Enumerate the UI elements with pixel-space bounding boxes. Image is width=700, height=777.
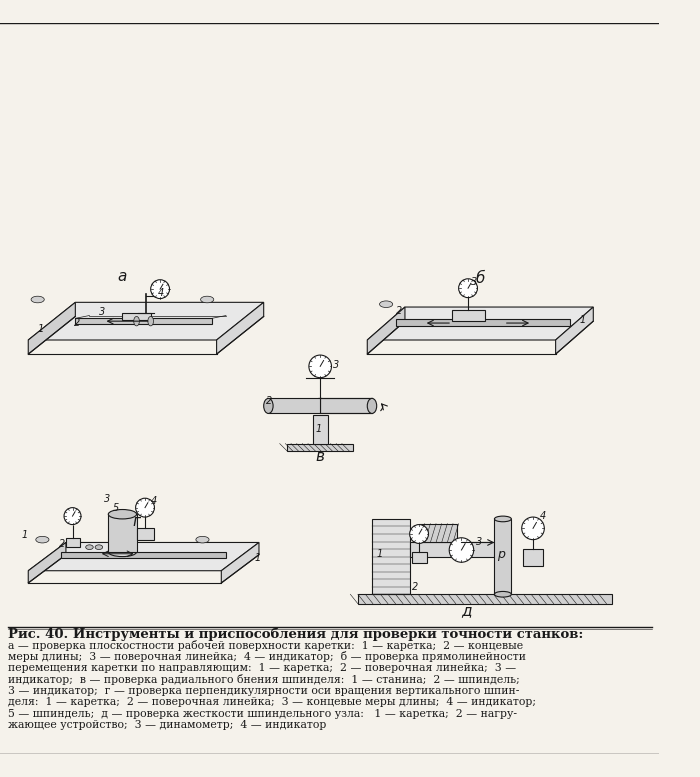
Text: 3 — индикатор;  г — проверка перпендикулярности оси вращения вертикального шпин-: 3 — индикатор; г — проверка перпендикуля… — [8, 686, 519, 696]
Text: 1: 1 — [22, 530, 28, 540]
Ellipse shape — [494, 591, 512, 597]
Ellipse shape — [108, 510, 136, 519]
Ellipse shape — [311, 399, 330, 413]
Text: 3: 3 — [471, 277, 477, 287]
Circle shape — [449, 538, 474, 563]
Ellipse shape — [31, 296, 44, 303]
Text: 3: 3 — [475, 538, 482, 547]
Bar — [287, 444, 354, 451]
Text: 3: 3 — [99, 307, 105, 316]
Ellipse shape — [379, 301, 393, 308]
Ellipse shape — [148, 316, 153, 326]
Text: 4: 4 — [158, 287, 164, 298]
Text: 2: 2 — [265, 396, 272, 406]
Ellipse shape — [264, 399, 273, 413]
Bar — [320, 399, 372, 413]
Circle shape — [150, 280, 169, 298]
Bar — [66, 538, 80, 547]
Text: 5 — шпиндель;  д — проверка жесткости шпиндельного узла:   1 — каретка;  2 — наг: 5 — шпиндель; д — проверка жесткости шпи… — [8, 709, 517, 719]
Text: 3: 3 — [104, 494, 110, 504]
Circle shape — [64, 507, 81, 524]
Text: 1: 1 — [579, 315, 585, 325]
Circle shape — [309, 355, 332, 378]
Text: перемещения каретки по направляющим:  1 — каретка;  2 — поверочная линейка;  3 —: перемещения каретки по направляющим: 1 —… — [8, 664, 516, 674]
Text: меры длины;  3 — поверочная линейка;  4 — индикатор;  б — проверка прямолинейнос: меры длины; 3 — поверочная линейка; 4 — … — [8, 651, 526, 662]
Ellipse shape — [108, 547, 136, 556]
Text: 3: 3 — [333, 361, 340, 371]
Circle shape — [410, 524, 428, 543]
Text: р: р — [497, 549, 505, 562]
Text: а — проверка плоскостности рабочей поверхности каретки:  1 — каретка;  2 — конце: а — проверка плоскостности рабочей повер… — [8, 640, 523, 651]
Polygon shape — [556, 307, 594, 354]
Text: Рис. 40. Инструменты и приспособления для проверки точности станков:: Рис. 40. Инструменты и приспособления дл… — [8, 627, 583, 640]
Text: 4: 4 — [150, 496, 157, 506]
Bar — [108, 514, 136, 552]
Bar — [136, 528, 153, 540]
Text: 2: 2 — [412, 581, 418, 591]
Circle shape — [458, 279, 477, 298]
Polygon shape — [221, 542, 259, 583]
Text: деля:  1 — каретка;  2 — поверочная линейка;  3 — концевые меры длины;  4 — инди: деля: 1 — каретка; 2 — поверочная линейк… — [8, 698, 536, 707]
Bar — [61, 552, 226, 559]
Bar — [372, 519, 410, 594]
Text: 1: 1 — [316, 424, 322, 434]
Ellipse shape — [196, 536, 209, 543]
Text: 1: 1 — [38, 325, 44, 334]
Polygon shape — [28, 302, 76, 354]
Text: 5: 5 — [113, 503, 119, 514]
Polygon shape — [216, 302, 264, 354]
Bar — [412, 552, 426, 563]
Text: 4: 4 — [540, 511, 546, 521]
Text: а: а — [118, 269, 127, 284]
Bar — [122, 312, 150, 320]
Ellipse shape — [368, 399, 377, 413]
Text: г: г — [132, 514, 141, 529]
Text: д: д — [461, 603, 471, 618]
Ellipse shape — [36, 536, 49, 543]
Text: 2: 2 — [74, 318, 80, 328]
Ellipse shape — [85, 545, 93, 549]
Bar — [494, 519, 512, 594]
Bar — [452, 310, 485, 321]
Text: в: в — [316, 448, 325, 464]
Bar — [76, 319, 212, 324]
Bar — [419, 524, 456, 542]
Bar — [395, 319, 570, 326]
Ellipse shape — [134, 316, 139, 326]
Polygon shape — [368, 307, 405, 354]
Circle shape — [136, 498, 155, 517]
Ellipse shape — [494, 516, 512, 522]
Bar — [523, 549, 543, 566]
Ellipse shape — [201, 296, 214, 303]
Text: 1: 1 — [254, 553, 260, 563]
Text: 2: 2 — [395, 305, 402, 315]
Circle shape — [522, 517, 545, 540]
Ellipse shape — [95, 545, 103, 549]
Bar — [313, 416, 328, 444]
Text: 2: 2 — [60, 539, 66, 549]
Text: индикатор;  в — проверка радиального бнения шпинделя:  1 — станина;  2 — шпиндел: индикатор; в — проверка радиального бнен… — [8, 674, 519, 685]
Bar — [268, 399, 320, 413]
Bar — [410, 542, 504, 556]
Text: 1: 1 — [377, 549, 383, 559]
Polygon shape — [28, 542, 66, 583]
Polygon shape — [28, 302, 264, 340]
Polygon shape — [368, 307, 594, 340]
Text: жающее устройство;  3 — динамометр;  4 — индикатор: жающее устройство; 3 — динамометр; 4 — и… — [8, 720, 326, 730]
Text: б: б — [475, 271, 485, 287]
Polygon shape — [28, 542, 259, 571]
Bar — [358, 594, 612, 604]
